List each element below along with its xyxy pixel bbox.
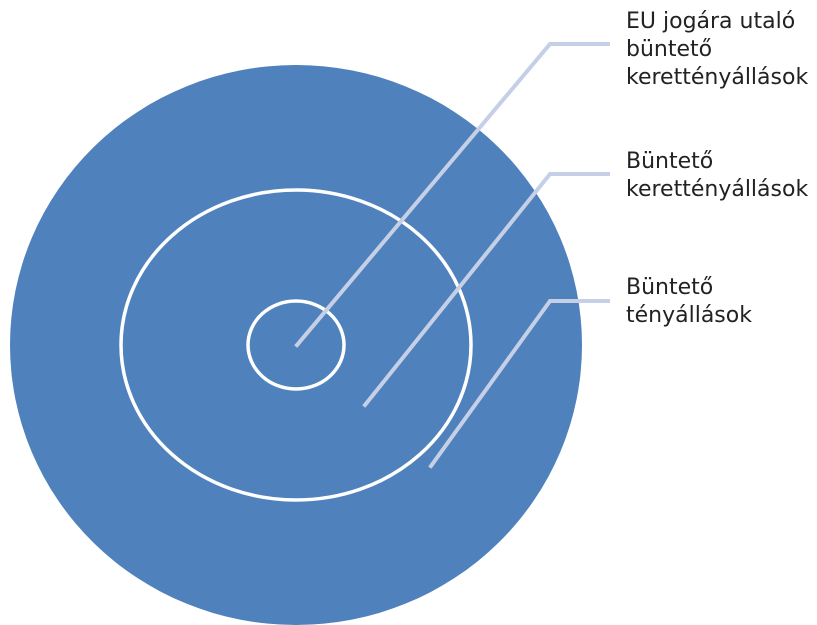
label-line: büntető (626, 37, 712, 62)
label-line: Büntető (626, 149, 713, 174)
label-line: Büntető (626, 275, 713, 300)
middle-ring (119, 188, 473, 502)
label-bunteto-kerettenyallasok: Büntető kerettényállások (626, 149, 808, 202)
leader-line-teny (428, 299, 610, 469)
inner-ring (246, 299, 346, 391)
label-line: EU jogára utaló (626, 9, 795, 34)
label-line: kerettényállások (626, 65, 808, 90)
leader-line-eu (294, 42, 610, 348)
label-line: kerettényállások (626, 177, 808, 202)
label-eu-jogara-utalo: EU jogára utaló büntető kerettényállások (626, 9, 808, 90)
label-bunteto-tenyallasok: Büntető tényállások (626, 275, 752, 328)
label-line: tényállások (626, 303, 752, 328)
leader-line-keret (362, 172, 610, 408)
